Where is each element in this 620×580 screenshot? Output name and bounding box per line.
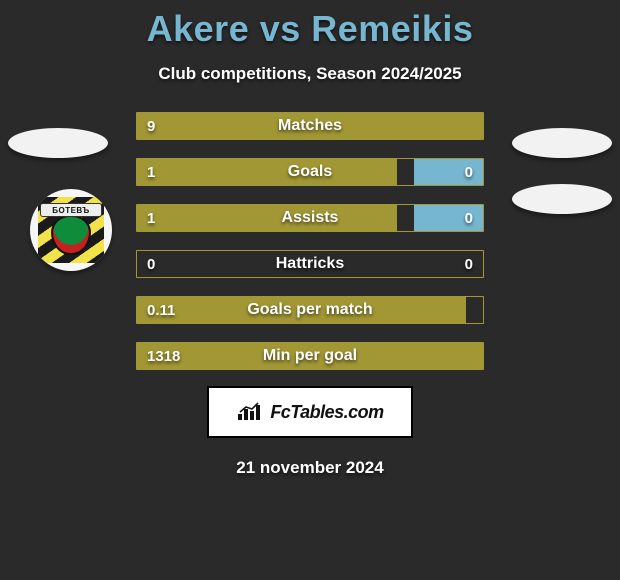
club-left-badge: БОТЕВЪ	[30, 189, 112, 271]
subtitle: Club competitions, Season 2024/2025	[0, 64, 620, 84]
stat-bar: 9Matches	[136, 112, 484, 140]
stat-bar-fill-right	[414, 159, 483, 185]
club-left-badge-text: БОТЕВЪ	[40, 203, 102, 217]
stat-label: Hattricks	[137, 251, 483, 277]
fctables-logo-text: FcTables.com	[270, 402, 383, 423]
stat-bar: 1318Min per goal	[136, 342, 484, 370]
player-left-placeholder	[8, 128, 108, 158]
stat-bar-fill-left	[137, 205, 397, 231]
stat-bar: 10Assists	[136, 204, 484, 232]
stat-bar-fill-left	[137, 297, 466, 323]
stat-bar-fill-right	[414, 205, 483, 231]
stat-bar-fill-left	[137, 113, 483, 139]
stat-bar: 0 0Hattricks	[136, 250, 484, 278]
stat-bar: 0.11Goals per match	[136, 296, 484, 324]
date-text: 21 november 2024	[0, 458, 620, 478]
fctables-logo[interactable]: FcTables.com	[207, 386, 413, 438]
page-title: Akere vs Remeikis	[0, 8, 620, 50]
stat-bar-fill-left	[137, 343, 483, 369]
stat-value-right: 0	[455, 251, 483, 277]
bar-chart-icon	[236, 402, 264, 422]
player-right-placeholder	[512, 128, 612, 158]
stat-value-left: 0	[137, 251, 165, 277]
stat-bar: 10Goals	[136, 158, 484, 186]
club-right-placeholder	[512, 184, 612, 214]
stat-bar-fill-left	[137, 159, 397, 185]
stats-bars: 9Matches 10Goals 10Assists 0 0Hattricks 0.11G…	[136, 112, 484, 370]
